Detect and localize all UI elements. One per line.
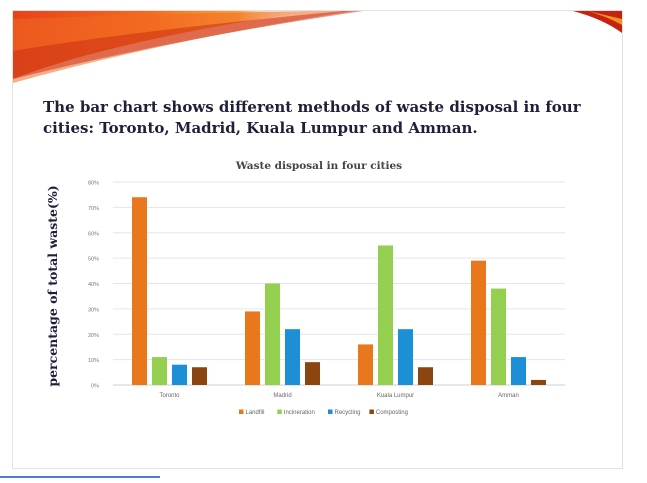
legend-swatch — [239, 409, 244, 414]
y-tick-label: 50% — [88, 257, 99, 263]
y-tick-label: 70% — [88, 206, 99, 212]
y-tick-label: 0% — [91, 384, 99, 390]
y-tick-label: 10% — [88, 358, 99, 364]
bar — [172, 364, 187, 385]
decorative-banner — [13, 11, 622, 83]
slide-heading: The bar chart shows different methods of… — [43, 98, 581, 137]
x-tick-labels: Toronto Madrid Kuala Lumpur Amman — [159, 393, 518, 399]
y-axis-label: percentage of total waste(%) — [45, 185, 60, 386]
x-tick-label: Kuala Lumpur — [377, 393, 414, 399]
legend: Landfill Incineration Recycling Composting — [239, 409, 408, 416]
y-tick-label: 30% — [88, 307, 99, 313]
y-tick-labels: 0% 10% 20% 30% 40% 50% 60% 70% 80% — [88, 181, 99, 390]
bar — [358, 344, 373, 385]
x-tick-label: Toronto — [159, 393, 180, 399]
bar — [152, 357, 167, 385]
legend-swatch — [277, 409, 282, 414]
bar — [192, 367, 207, 385]
y-tick-label: 20% — [88, 333, 99, 339]
bar — [511, 357, 526, 385]
x-tick-label: Amman — [498, 393, 519, 399]
page-underline — [0, 476, 160, 478]
bar-chart: Waste disposal in four cities percentage… — [45, 160, 565, 416]
bar — [378, 245, 393, 385]
bar — [491, 288, 506, 385]
x-tick-label: Madrid — [273, 393, 291, 399]
legend-label: Incineration — [284, 410, 315, 416]
y-tick-label: 60% — [88, 231, 99, 237]
slide: The bar chart shows different methods of… — [12, 10, 623, 469]
legend-swatch — [369, 409, 374, 414]
y-tick-label: 40% — [88, 282, 99, 288]
legend-label: Landfill — [246, 410, 265, 416]
bar — [398, 329, 413, 385]
bar — [471, 260, 486, 385]
bar — [265, 283, 280, 385]
bar — [305, 362, 320, 385]
legend-label: Composting — [376, 410, 408, 416]
bar — [245, 311, 260, 385]
y-tick-label: 80% — [88, 181, 99, 187]
chart-title: Waste disposal in four cities — [235, 160, 402, 172]
bar — [418, 367, 433, 385]
gridlines — [113, 181, 565, 386]
legend-label: Recycling — [335, 410, 361, 416]
bars — [132, 197, 546, 385]
bar — [132, 197, 147, 385]
bar — [285, 329, 300, 385]
bar — [531, 379, 546, 385]
legend-swatch — [328, 409, 333, 414]
